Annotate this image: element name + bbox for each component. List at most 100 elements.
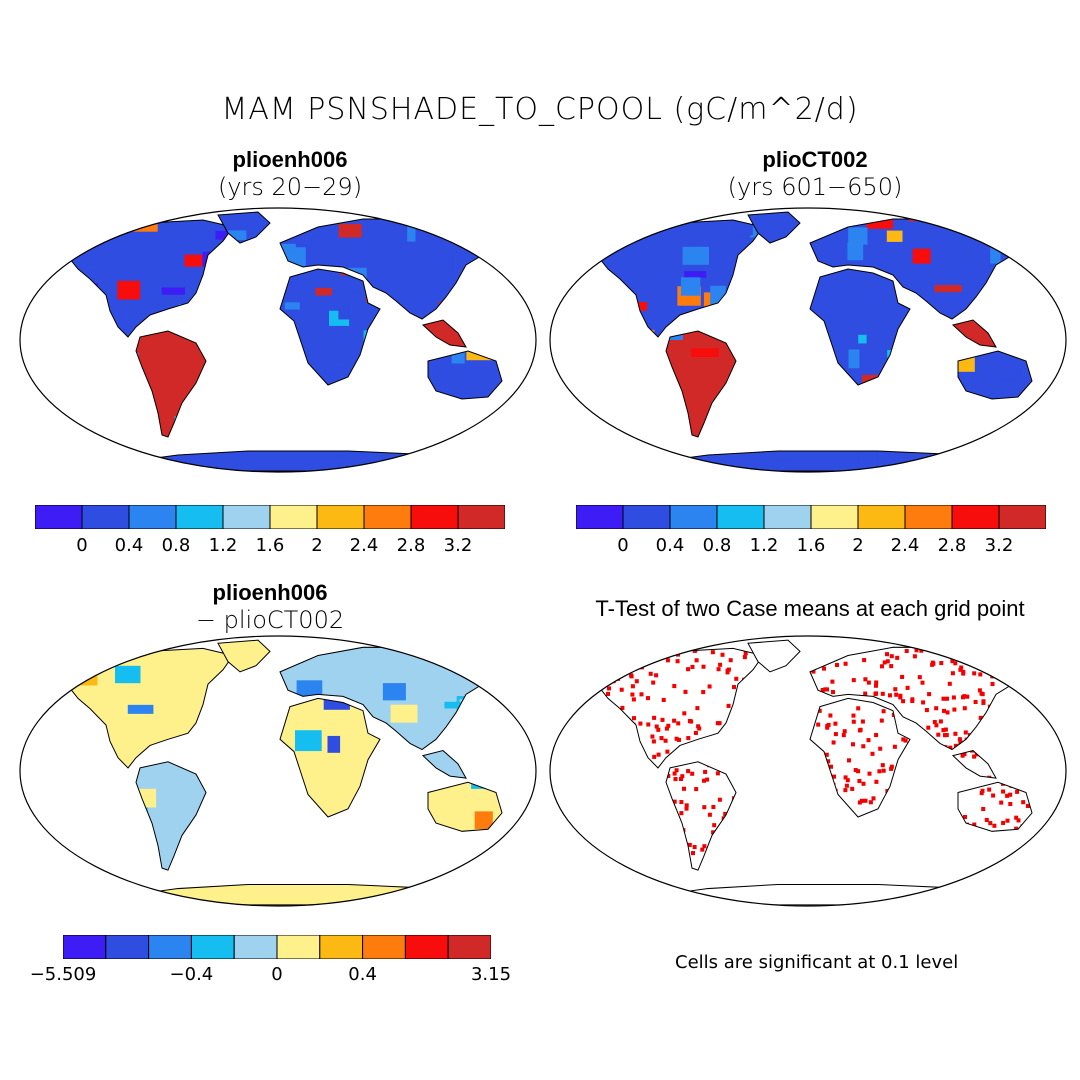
colorbar-swatch	[63, 935, 107, 959]
colorbar-tick-label: 2	[311, 535, 323, 556]
coastline-greenland	[217, 211, 271, 244]
map-difference	[19, 635, 537, 907]
colorbar-swatch	[576, 505, 624, 529]
colorbar-tick-label: 2.8	[396, 535, 426, 556]
colorbar-swatch	[105, 935, 150, 959]
colorbar-swatch	[148, 935, 192, 959]
map-body	[550, 208, 1066, 472]
panel-title-ttest: T-Test of two Case means at each grid po…	[545, 596, 1075, 622]
colorbar-swatch	[81, 505, 130, 529]
colorbar-swatch	[190, 935, 235, 959]
case2-years: (yrs 601−650)	[727, 173, 903, 201]
diff-name: plioenh006	[212, 580, 328, 605]
map-frame	[19, 207, 537, 473]
coastline-seAsia	[951, 749, 997, 779]
map-frame	[19, 635, 537, 907]
colorbar-tick-label: 3.2	[984, 535, 1014, 556]
panel-title-diff: plioenh006 − plioCT002	[110, 580, 430, 634]
landmass-australia	[957, 781, 1033, 832]
colorbar-swatch	[316, 505, 365, 529]
colorbar-swatch	[857, 505, 906, 529]
coastline-northAmerica	[592, 219, 764, 338]
coastline-greenland	[217, 639, 271, 673]
coastline-australia	[427, 781, 503, 832]
coastline-southAmerica	[665, 330, 737, 438]
map-case1	[19, 207, 537, 473]
coastline-southAmerica	[135, 761, 207, 871]
colorbar-swatch	[457, 505, 505, 529]
diff-subtitle: − plioCT002	[195, 606, 345, 634]
colorbar-swatch	[175, 505, 224, 529]
map-body	[20, 636, 536, 906]
coastline-africa	[279, 268, 381, 386]
colorbar-tick-label: 0	[271, 964, 283, 985]
colorbar-swatch	[35, 505, 83, 529]
coastline-greenland	[747, 211, 801, 244]
coastline-africa	[809, 697, 911, 818]
colorbar-tick-label: 3.2	[443, 535, 473, 556]
colorbar-tick-label: 0.4	[114, 535, 144, 556]
coastline-seAsia	[951, 319, 997, 348]
colorbar-swatch	[222, 505, 271, 529]
landmass-australia	[427, 350, 503, 400]
map-case2	[549, 207, 1067, 473]
coastline-australia	[957, 350, 1033, 400]
colorbar-swatch	[404, 935, 449, 959]
coastline-seAsia	[421, 319, 467, 348]
coastline-australia	[427, 350, 503, 400]
colorbar-tick-label: 2	[852, 535, 864, 556]
colorbar-tick-label: 0.4	[655, 535, 685, 556]
colorbar-swatch	[363, 505, 412, 529]
map-body	[20, 208, 536, 472]
colorbar-swatch	[904, 505, 953, 529]
map-ttest	[549, 635, 1067, 907]
colorbar-swatch	[998, 505, 1046, 529]
colorbar-tick-label: −5.509	[29, 964, 97, 985]
colorbar-tick-label: 0	[617, 535, 629, 556]
colorbar-tick-label: −0.4	[169, 964, 214, 985]
coastline-southAmerica	[665, 761, 737, 871]
map-frame	[549, 207, 1067, 473]
case1-years: (yrs 20−29)	[217, 173, 363, 201]
ttest-name: T-Test of two Case means at each grid po…	[595, 596, 1025, 621]
colorbar-swatch	[622, 505, 671, 529]
colorbar-swatch	[447, 935, 491, 959]
coastline-greenland	[747, 639, 801, 673]
case2-name: plioCT002	[762, 147, 868, 172]
colorbar-swatch	[276, 935, 321, 959]
colorbar-swatch	[233, 935, 278, 959]
coastline-northAmerica	[62, 219, 234, 338]
coastline-northAmerica	[592, 647, 764, 769]
map-body	[550, 636, 1066, 906]
coastline-southAmerica	[135, 330, 207, 438]
colorbar-swatch	[763, 505, 812, 529]
colorbar-tick-label: 2.4	[349, 535, 379, 556]
colorbar-tick-label: 1.2	[749, 535, 779, 556]
coastline-northAmerica	[62, 647, 234, 769]
coastline-africa	[809, 268, 911, 386]
colorbar-swatch	[269, 505, 318, 529]
colorbar-swatch	[128, 505, 177, 529]
coastline-australia	[957, 781, 1033, 832]
colorbar-tick-label: 0	[76, 535, 88, 556]
colorbar-tick-label: 1.6	[796, 535, 826, 556]
significance-note: Cells are significant at 0.1 level	[675, 952, 959, 973]
colorbar-case1	[35, 505, 505, 529]
colorbar-swatch	[410, 505, 459, 529]
colorbar-tick-label: 1.6	[255, 535, 285, 556]
landmass-greenland	[747, 211, 801, 244]
map-frame	[549, 635, 1067, 907]
colorbar-swatch	[362, 935, 406, 959]
colorbar-tick-label: 1.2	[208, 535, 238, 556]
colorbar-tick-label: 2.4	[890, 535, 920, 556]
coastline-seAsia	[421, 749, 467, 779]
colorbar-tick-label: 0.8	[702, 535, 732, 556]
panel-title-case1: plioenh006 (yrs 20−29)	[130, 147, 450, 201]
colorbar-case2	[576, 505, 1046, 529]
colorbar-tick-label: 2.8	[937, 535, 967, 556]
figure-title: MAM PSNSHADE_TO_CPOOL (gC/m^2/d)	[221, 92, 859, 127]
colorbar-tick-label: 0.4	[348, 964, 377, 985]
colorbar-swatch	[716, 505, 765, 529]
colorbar-swatch	[669, 505, 718, 529]
colorbar-swatch	[810, 505, 859, 529]
